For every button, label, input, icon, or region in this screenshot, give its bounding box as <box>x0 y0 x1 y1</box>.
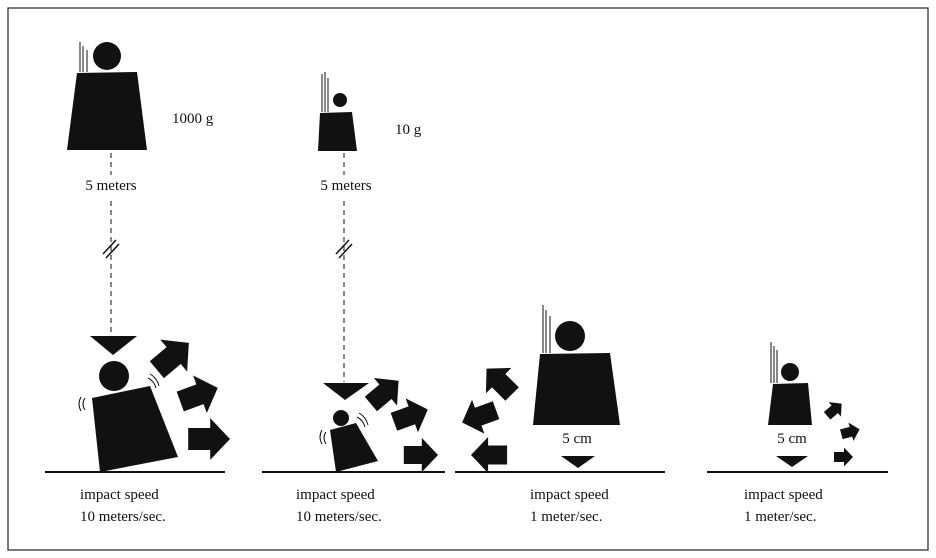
speed-label: 10 meters/sec. <box>80 509 166 525</box>
impact-arrow-icon <box>776 456 808 467</box>
panel-1000g-short-drop: 5 cm impact speed 1 meter/sec. <box>455 305 665 525</box>
impact-label: impact speed <box>530 487 609 503</box>
mass-label: 1000 g <box>172 111 214 127</box>
scale-break-mark <box>335 239 353 259</box>
panel-1000g: 1000 g 5 meters impact speed 10 meters/s… <box>45 42 230 525</box>
shatter-arrow-icon <box>455 393 503 440</box>
weight-1000g-falling <box>67 42 147 150</box>
frame-border <box>7 7 929 551</box>
scale-break-mark <box>102 239 120 259</box>
impact-label: impact speed <box>296 487 375 503</box>
shatter-arrow-icon <box>188 418 230 460</box>
impact-arrow-icon <box>561 456 595 468</box>
panel-10g: 10 g 5 meters impact speed 10 meters/sec… <box>262 72 445 525</box>
height-label: 5 meters <box>85 178 136 194</box>
drop-label: 5 cm <box>777 431 807 447</box>
weight-10g-resting <box>768 342 812 425</box>
shatter-arrow-icon <box>473 355 525 407</box>
impact-arrow-icon <box>90 336 137 355</box>
shatter-arrow-icon <box>173 369 225 421</box>
drop-label: 5 cm <box>562 431 592 447</box>
impact-label: impact speed <box>80 487 159 503</box>
mass-label: 10 g <box>395 122 422 138</box>
shatter-arrow-icon <box>838 420 863 444</box>
shatter-arrow-icon <box>143 326 203 386</box>
shatter-arrow-icon <box>820 396 848 424</box>
panel-10g-short-drop: 5 cm impact speed 1 meter/sec. <box>707 342 888 525</box>
impact-label: impact speed <box>744 487 823 503</box>
weight-10g-falling <box>318 72 357 151</box>
speed-label: 1 meter/sec. <box>744 509 816 525</box>
impact-arrow-icon <box>323 383 369 400</box>
height-label: 5 meters <box>320 178 371 194</box>
shatter-arrow-icon <box>834 447 853 467</box>
weight-1000g-impact <box>78 361 178 472</box>
speed-label: 10 meters/sec. <box>296 509 382 525</box>
shatter-arrow-icon <box>471 436 508 474</box>
weight-1000g-resting <box>533 305 620 425</box>
weight-10g-impact <box>319 410 378 472</box>
speed-label: 1 meter/sec. <box>530 509 602 525</box>
shatter-arrow-icon <box>403 437 438 473</box>
